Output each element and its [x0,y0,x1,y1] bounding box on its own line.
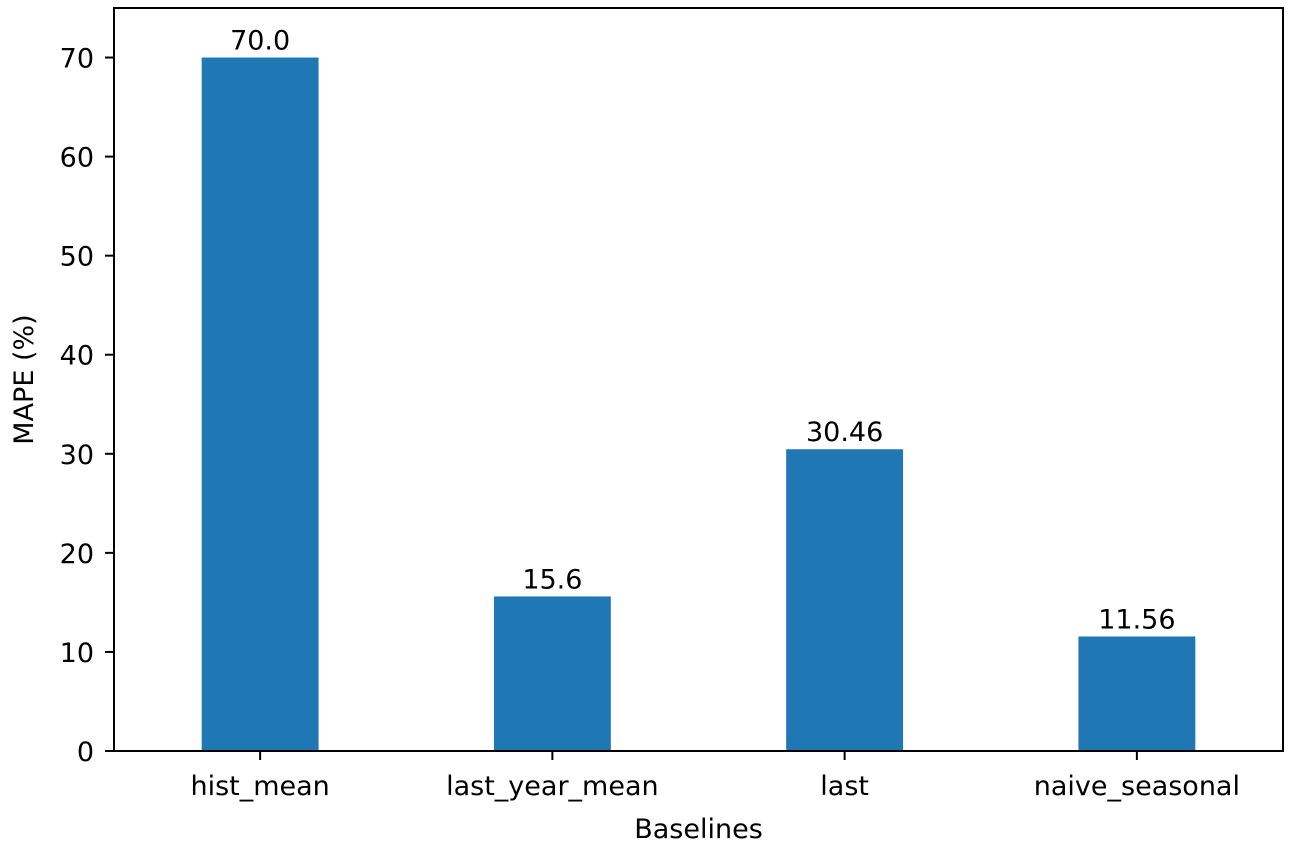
x-tick-label-hist_mean: hist_mean [190,771,329,802]
x-tick-label-naive_seasonal: naive_seasonal [1034,771,1240,802]
y-tick-label-30: 30 [60,440,94,471]
plot-frame [113,7,1284,752]
bar-last [786,449,904,751]
bar-last_year_mean [493,596,611,751]
value-label-hist_mean: 70.0 [230,26,290,57]
y-tick-label-60: 60 [60,143,94,174]
x-axis-label: Baselines [634,814,763,845]
y-tick-label-70: 70 [60,44,94,75]
bars-layer [201,57,1196,752]
bar-hist_mean [201,57,319,752]
bar-naive_seasonal [1078,636,1196,751]
x-tick-label-last: last [820,771,869,802]
y-tick-label-50: 50 [60,242,94,273]
y-tick-label-20: 20 [60,539,94,570]
y-axis-label: MAPE (%) [9,314,40,444]
x-tick-label-last_year_mean: last_year_mean [446,771,659,802]
x-axis: hist_mean last_year_mean last naive_seasona… [190,751,1240,802]
y-tick-label-0: 0 [77,737,94,768]
y-axis: 0 10 20 30 40 50 60 70 [60,44,114,768]
value-label-last: 30.46 [806,417,883,448]
y-tick-label-40: 40 [60,341,94,372]
value-label-last_year_mean: 15.6 [522,564,582,595]
y-tick-label-10: 10 [60,638,94,669]
value-labels-layer: 70.0 15.6 30.46 11.56 [230,26,1175,636]
value-label-naive_seasonal: 11.56 [1098,604,1175,635]
